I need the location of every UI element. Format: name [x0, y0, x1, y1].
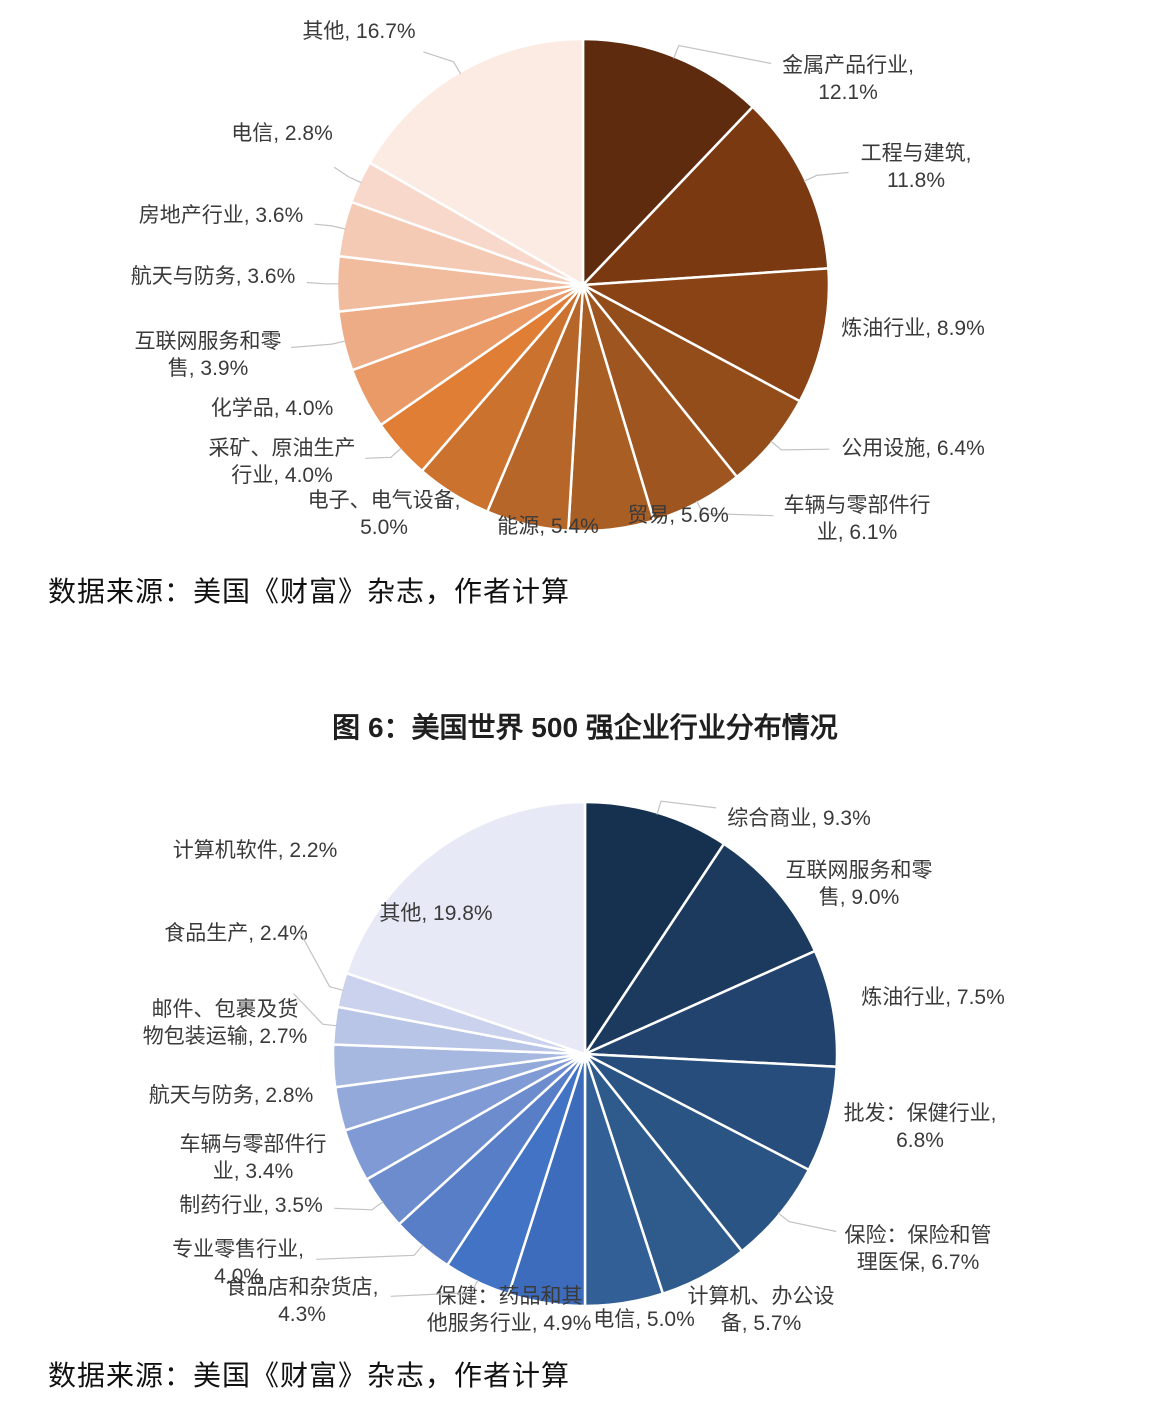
- pie-label-13: 电信, 2.8%: [231, 122, 333, 145]
- pie-label-5: 贸易, 5.6%: [627, 504, 729, 527]
- pie-slice-16: [345, 800, 587, 1056]
- pie-label-15: 计算机软件, 2.2%: [173, 839, 338, 862]
- pie-label-10: 互联网服务和零售, 3.9%: [135, 330, 282, 380]
- pie-label-5: 计算机、办公设备, 5.7%: [688, 1285, 835, 1335]
- pie-label-4: 车辆与零部件行业, 6.1%: [784, 494, 931, 544]
- figure-6-pie-chart: 综合商业, 9.3% 互联网服务和零售, 9.0% 炼油行业, 7.5% 批发：保健行…: [0, 782, 1170, 1394]
- pie-label-14: 食品生产, 2.4%: [164, 922, 308, 945]
- pie-label-8: 采矿、原油生产行业, 4.0%: [209, 437, 356, 487]
- pie-label-1: 工程与建筑, 11.8%: [861, 142, 972, 192]
- pie-label-6: 电信, 5.0%: [593, 1308, 695, 1331]
- pie-label-16: 其他, 19.8%: [379, 902, 492, 925]
- pie-label-2: 炼油行业, 8.9%: [841, 317, 985, 340]
- leader-line-8: [390, 1279, 479, 1297]
- pie-label-3: 批发：保健行业, 6.8%: [844, 1102, 997, 1152]
- pie-label-0: 综合商业, 9.3%: [727, 807, 871, 830]
- leader-line-14: [423, 51, 462, 75]
- leader-line-8: [365, 447, 402, 459]
- figure-top-pie-chart: 金属产品行业, 12.1% 工程与建筑, 11.8% 炼油行业, 8.9% 公用设施, 6…: [0, 0, 1170, 610]
- pie-label-10: 制药行业, 3.5%: [179, 1194, 323, 1217]
- source-note: 数据来源：美国《财富》杂志，作者计算: [48, 577, 571, 608]
- pie-label-11: 航天与防务, 3.6%: [131, 265, 296, 288]
- pie-label-12: 房地产行业, 3.6%: [139, 204, 304, 227]
- pie-label-6: 能源, 5.4%: [497, 515, 599, 538]
- pie-label-8: 食品店和杂货店, 4.3%: [226, 1276, 379, 1326]
- leader-line-15: [299, 932, 344, 991]
- pie-label-9: 专业零售行业, 4.0%: [172, 1238, 304, 1288]
- pie-label-7: 电子、电气设备, 5.0%: [308, 489, 461, 539]
- leader-line-0: [656, 800, 717, 815]
- pie-chart-us-industries: 综合商业, 9.3% 互联网服务和零售, 9.0% 炼油行业, 7.5% 批发：保健行…: [143, 800, 1005, 1335]
- pie-slice-3: [583, 1052, 838, 1172]
- leader-line-9: [316, 1244, 424, 1260]
- leader-line-4: [696, 500, 774, 517]
- pie-label-2: 炼油行业, 7.5%: [861, 986, 1005, 1009]
- leader-line-4: [777, 1212, 837, 1233]
- pie-slice-2: [581, 267, 831, 403]
- pie-slice-2: [583, 949, 839, 1068]
- figure-caption: 图 6：美国世界 500 强企业行业分布情况: [332, 712, 838, 743]
- leader-line-11: [306, 281, 339, 285]
- leader-line-10: [334, 1201, 384, 1211]
- pie-label-13: 邮件、包裹及货物包装运输, 2.7%: [143, 998, 308, 1048]
- source-note: 数据来源：美国《财富》杂志，作者计算: [48, 1361, 571, 1392]
- pie-label-9: 化学品, 4.0%: [211, 397, 334, 420]
- leader-line-13: [333, 166, 362, 184]
- pie-chart-china-industries: 金属产品行业, 12.1% 工程与建筑, 11.8% 炼油行业, 8.9% 公用设施, 6…: [131, 20, 985, 544]
- pie-label-1: 互联网服务和零售, 9.0%: [786, 859, 933, 909]
- leader-line-3: [770, 440, 830, 451]
- pie-label-7: 保健：药品和其他服务行业, 4.9%: [427, 1285, 592, 1335]
- pie-label-12: 航天与防务, 2.8%: [149, 1084, 314, 1107]
- pie-label-11: 车辆与零部件行业, 3.4%: [180, 1133, 327, 1183]
- leader-line-10: [291, 340, 346, 349]
- leader-line-12: [314, 223, 346, 230]
- leader-line-14: [293, 993, 337, 1027]
- pie-slice-1: [583, 842, 817, 1056]
- leader-line-0: [673, 44, 772, 65]
- pie-label-0: 金属产品行业, 12.1%: [782, 54, 914, 104]
- pie-label-4: 保险：保险和管理医保, 6.7%: [845, 1224, 992, 1274]
- leader-line-1: [803, 171, 849, 182]
- pie-label-14: 其他, 16.7%: [302, 20, 415, 43]
- pie-label-3: 公用设施, 6.4%: [841, 437, 985, 460]
